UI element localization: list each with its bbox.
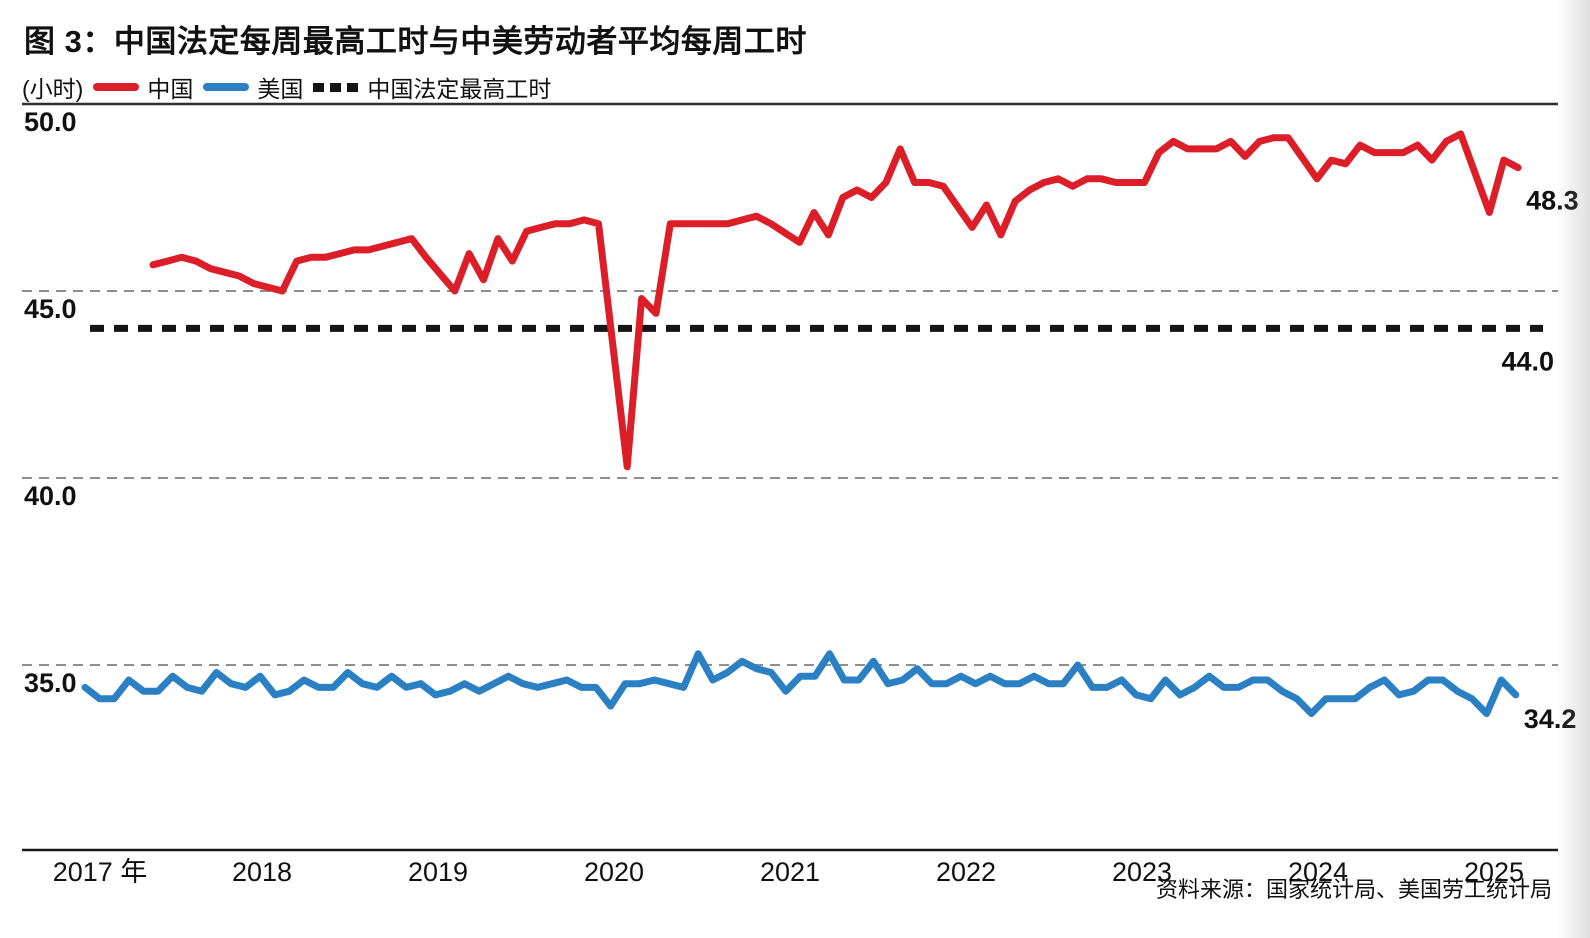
chart-title: 图 3：中国法定每周最高工时与中美劳动者平均每周工时 bbox=[24, 24, 807, 59]
y-axis-unit-label: (小时) bbox=[22, 76, 84, 102]
x-tick-label: 2025 bbox=[1464, 857, 1524, 887]
chart-legend: (小时) 中国 美国 中国法定最高工时 bbox=[22, 74, 551, 102]
x-tick-label: 2021 bbox=[760, 857, 820, 887]
legend-item-statutory: 中国法定最高工时 bbox=[313, 70, 551, 104]
x-tick-label: 2017 年 bbox=[53, 857, 148, 887]
series-line-china bbox=[149, 130, 1522, 471]
y-tick-label: 50.0 bbox=[24, 107, 77, 137]
legend-label-china: 中国 bbox=[147, 76, 194, 102]
x-tick-label: 2019 bbox=[408, 857, 468, 887]
series-line-usa bbox=[81, 650, 1520, 718]
y-tick-label: 35.0 bbox=[24, 668, 77, 698]
legend-item-usa: 美国 bbox=[203, 70, 303, 104]
y-tick-label: 45.0 bbox=[24, 294, 77, 324]
y-tick-label: 40.0 bbox=[24, 481, 77, 511]
china-end-value-label: 48.3 bbox=[1526, 186, 1579, 216]
legend-item-china: 中国 bbox=[93, 70, 193, 104]
x-tick-label: 2018 bbox=[232, 857, 292, 887]
statutory-line-swatch bbox=[313, 82, 360, 92]
x-tick-label: 2024 bbox=[1288, 857, 1348, 887]
source-note: 资料来源：国家统计局、美国劳工统计局 bbox=[1155, 877, 1552, 902]
legend-label-usa: 美国 bbox=[257, 76, 304, 102]
usa-line-swatch bbox=[203, 83, 250, 91]
china-line-swatch bbox=[93, 83, 140, 91]
x-tick-label: 2023 bbox=[1112, 857, 1172, 887]
statutory-value-label: 44.0 bbox=[1501, 346, 1554, 376]
usa-end-value-label: 34.2 bbox=[1524, 704, 1577, 734]
legend-label-statutory: 中国法定最高工时 bbox=[367, 76, 552, 102]
x-tick-label: 2020 bbox=[584, 857, 644, 887]
x-tick-label: 2022 bbox=[936, 857, 996, 887]
